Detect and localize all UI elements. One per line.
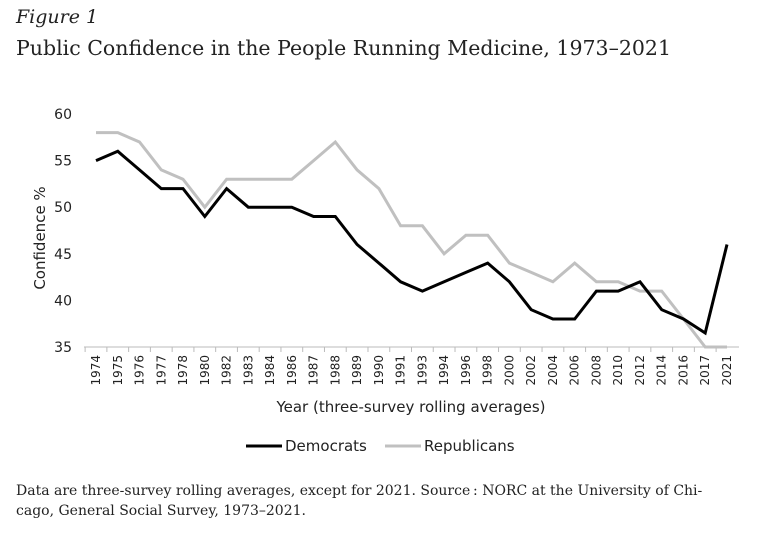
y-tick-label: 35 bbox=[54, 340, 72, 356]
x-tick-label: 1974 bbox=[89, 355, 103, 386]
x-tick-label: 1994 bbox=[437, 355, 451, 386]
y-tick-label: 45 bbox=[54, 247, 72, 263]
x-tick-label: 1986 bbox=[285, 355, 299, 386]
x-tick-label: 2021 bbox=[720, 355, 734, 386]
x-tick-label: 2017 bbox=[698, 355, 712, 386]
legend-label: Republicans bbox=[424, 437, 515, 455]
x-tick-label: 1993 bbox=[415, 355, 429, 386]
x-tick-label: 1996 bbox=[459, 355, 473, 386]
x-tick-label: 1978 bbox=[176, 355, 190, 386]
y-tick-label: 55 bbox=[54, 154, 72, 170]
x-tick-label: 1982 bbox=[220, 355, 234, 386]
x-tick-label: 1977 bbox=[154, 355, 168, 386]
x-tick-label: 2014 bbox=[655, 355, 669, 386]
x-tick-label: 1988 bbox=[328, 355, 342, 386]
y-tick-label: 60 bbox=[54, 107, 72, 123]
note-text-3: cago, General Social Survey, 1973–2021. bbox=[16, 503, 306, 519]
series-line-republicans bbox=[96, 131, 727, 349]
x-tick-label: 2006 bbox=[568, 355, 582, 386]
series-lines bbox=[95, 131, 729, 349]
x-tick-label: 2010 bbox=[611, 355, 625, 386]
x-tick-label: 2002 bbox=[524, 355, 538, 386]
legend-label: Democrats bbox=[285, 437, 367, 455]
chart-title: Public Confidence in the People Running … bbox=[16, 36, 671, 60]
y-axis-label: Confidence % bbox=[31, 186, 49, 289]
series-line-democrats bbox=[95, 149, 729, 336]
note-text-2: at the University of Chi- bbox=[527, 483, 703, 499]
x-tick-label: 1991 bbox=[394, 355, 408, 386]
x-tick-label: 1990 bbox=[372, 355, 386, 386]
x-tick-label: 1980 bbox=[198, 355, 212, 386]
x-tick-label: 1976 bbox=[133, 355, 147, 386]
x-tick-label: 2004 bbox=[546, 355, 560, 386]
x-tick-label: 1983 bbox=[241, 355, 255, 386]
x-tick-label: 1984 bbox=[263, 355, 277, 386]
x-axis: 1974 1975 1976 1977 1978 1980 1982 1983 1984 1986… bbox=[84, 347, 734, 386]
x-tick-label: 1987 bbox=[307, 355, 321, 386]
y-tick-label: 50 bbox=[54, 200, 72, 216]
legend: Democrats Republicans bbox=[246, 437, 515, 455]
figure-label: Figure 1 bbox=[16, 6, 99, 28]
note-text-1: Data are three-survey rolling averages, … bbox=[16, 483, 483, 499]
x-axis-label: Year (three-survey rolling averages) bbox=[275, 398, 545, 416]
source-note: Data are three-survey rolling averages, … bbox=[16, 481, 756, 521]
x-tick-label: 1975 bbox=[111, 355, 125, 386]
x-tick-label: 1998 bbox=[481, 355, 495, 386]
x-tick-label: 2016 bbox=[676, 355, 690, 386]
x-tick-label: 2000 bbox=[502, 355, 516, 386]
y-tick-label: 40 bbox=[54, 293, 72, 309]
x-tick-label: 1989 bbox=[350, 355, 364, 386]
note-org: NORC bbox=[482, 483, 528, 499]
y-axis: 35 40 45 50 55 60 bbox=[54, 107, 72, 356]
x-tick-label: 2008 bbox=[589, 355, 603, 386]
x-tick-label: 2012 bbox=[633, 355, 647, 386]
